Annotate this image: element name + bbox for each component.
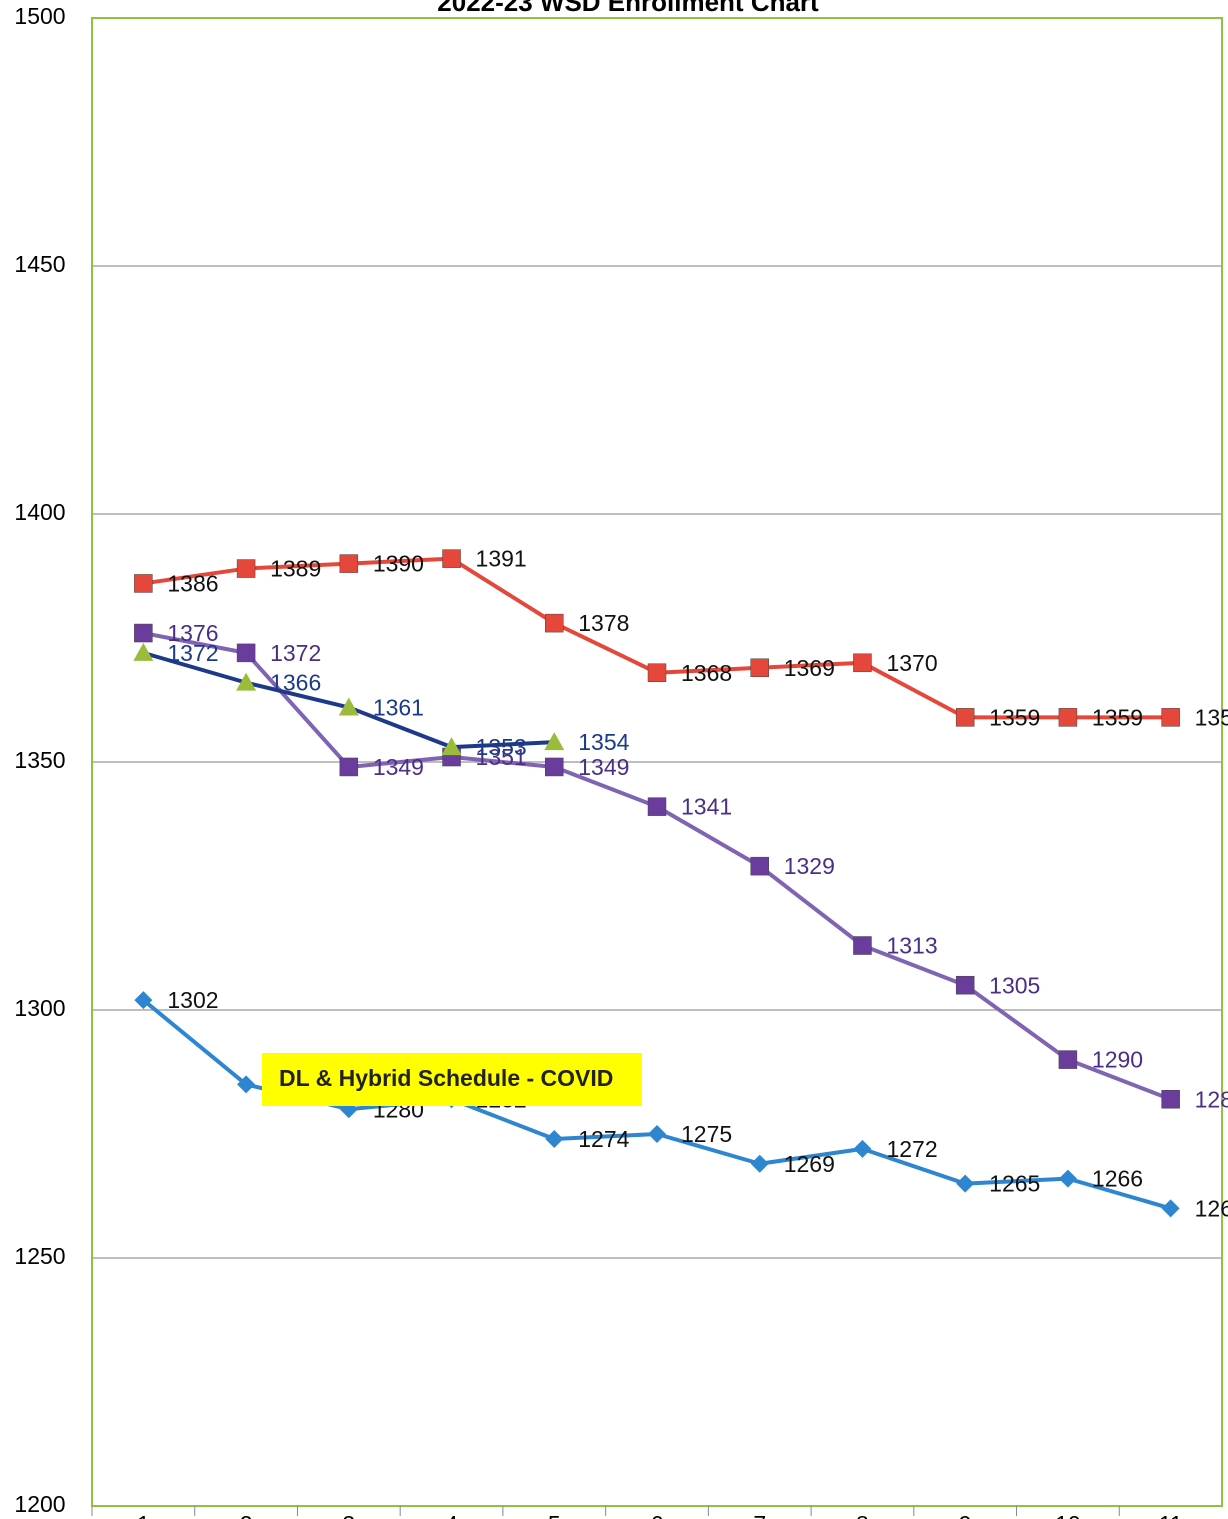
- marker: [1161, 1090, 1180, 1109]
- y-tick-label: 1250: [14, 1243, 65, 1269]
- data-label: 1372: [167, 640, 218, 666]
- marker: [236, 559, 256, 578]
- annotation: DL & Hybrid Schedule - COVID: [279, 1065, 613, 1091]
- data-label: 1349: [578, 754, 629, 780]
- x-tick-label: 8: [856, 1511, 869, 1519]
- data-label: 1349: [373, 754, 424, 780]
- marker: [647, 663, 667, 682]
- annotation-box: [262, 1053, 642, 1106]
- marker: [545, 1129, 564, 1148]
- y-tick-label: 1350: [14, 747, 65, 773]
- marker: [338, 697, 359, 716]
- y-tick-label: 1300: [14, 995, 65, 1021]
- data-label: 1302: [167, 987, 218, 1013]
- data-label: 1290: [1092, 1047, 1143, 1073]
- marker: [750, 658, 769, 678]
- data-label: 1353: [476, 734, 527, 760]
- marker: [750, 1154, 769, 1173]
- data-label: 1266: [1092, 1166, 1143, 1192]
- data-label: 1274: [578, 1126, 629, 1152]
- marker: [133, 642, 154, 661]
- marker: [1058, 708, 1078, 727]
- data-label: 1354: [578, 729, 629, 755]
- marker: [1058, 1050, 1078, 1069]
- plot-border: [91, 17, 1223, 1507]
- data-label: 1361: [373, 695, 424, 721]
- data-label: 1359: [1092, 704, 1143, 730]
- marker: [134, 991, 153, 1010]
- marker: [544, 732, 565, 751]
- marker: [442, 549, 461, 568]
- data-label: 1370: [886, 650, 937, 676]
- marker: [956, 1174, 975, 1193]
- marker: [339, 757, 359, 777]
- x-tick-label: 9: [959, 1511, 972, 1519]
- marker: [339, 554, 359, 573]
- x-tick-label: 7: [753, 1511, 766, 1519]
- data-label: 1366: [270, 670, 321, 696]
- marker: [648, 1125, 666, 1143]
- data-label: 1378: [578, 610, 629, 636]
- marker: [955, 708, 975, 727]
- data-label: 1359: [989, 704, 1040, 730]
- y-tick-label: 1500: [14, 3, 65, 29]
- data-label: 1386: [167, 571, 218, 597]
- marker: [134, 574, 153, 593]
- marker: [853, 1139, 872, 1158]
- x-tick-label: 2: [240, 1511, 253, 1519]
- marker: [955, 975, 975, 995]
- x-tick-label: 5: [548, 1511, 561, 1519]
- y-tick-label: 1400: [14, 499, 65, 525]
- marker: [236, 643, 256, 663]
- data-label: 1265: [989, 1171, 1040, 1197]
- marker: [134, 623, 153, 643]
- marker: [853, 653, 872, 673]
- data-label: 1389: [270, 556, 321, 582]
- data-label: 1391: [476, 546, 527, 572]
- series-line: [142, 631, 1172, 1102]
- y-tick-label: 1450: [14, 251, 65, 277]
- x-tick-label: 4: [445, 1511, 458, 1519]
- marker: [237, 1075, 256, 1094]
- data-label: 1368: [681, 660, 732, 686]
- marker: [647, 797, 667, 816]
- data-label: 1390: [373, 551, 424, 577]
- marker: [545, 613, 564, 633]
- marker: [1161, 708, 1180, 727]
- data-label: 1282: [1195, 1086, 1228, 1112]
- x-tick-label: 10: [1055, 1511, 1081, 1519]
- data-label: 1305: [989, 972, 1040, 998]
- x-tick-label: 11: [1159, 1511, 1183, 1519]
- marker: [236, 672, 257, 691]
- chart-title: 2022-23 WSD Enrollment Chart: [437, 0, 819, 17]
- x-tick-label: 3: [342, 1511, 355, 1519]
- marker: [1161, 1199, 1180, 1218]
- data-label: 1341: [681, 794, 732, 820]
- data-label: 1275: [681, 1121, 732, 1147]
- data-label: 1369: [784, 655, 835, 681]
- data-label: 1376: [167, 620, 218, 646]
- data-label: 1359: [1195, 704, 1228, 730]
- data-label: 1272: [886, 1136, 937, 1162]
- data-label: 1313: [886, 933, 937, 959]
- x-tick-label: 1: [137, 1511, 150, 1519]
- marker: [545, 757, 564, 777]
- data-label: 1260: [1195, 1195, 1228, 1221]
- marker: [853, 936, 872, 955]
- data-label: 1329: [784, 853, 835, 879]
- data-label: 1351: [476, 744, 527, 770]
- marker: [1058, 1169, 1077, 1188]
- x-tick-label: 6: [651, 1511, 664, 1519]
- y-tick-label: 1200: [14, 1491, 65, 1517]
- data-label: 1269: [784, 1151, 835, 1177]
- marker: [750, 856, 769, 876]
- marker: [441, 737, 462, 756]
- data-label: 1372: [270, 640, 321, 666]
